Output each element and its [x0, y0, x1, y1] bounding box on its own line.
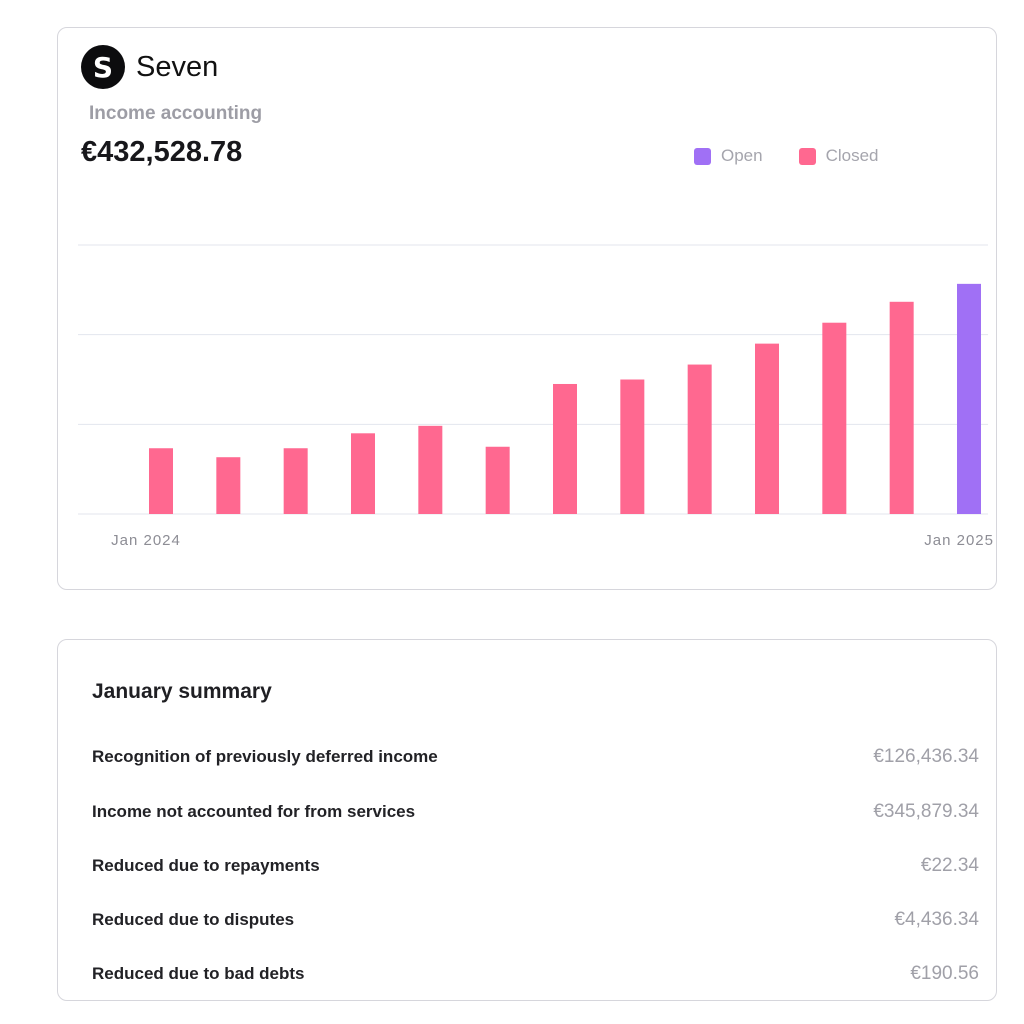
income-bar-chart: Jan 2024 Jan 2025 — [78, 244, 994, 549]
legend-item-closed[interactable]: Closed — [798, 146, 879, 166]
summary-row-value: €126,436.34 — [873, 746, 979, 767]
brand-name: Seven — [136, 50, 219, 83]
summary-row-label: Recognition of previously deferred incom… — [92, 747, 438, 766]
legend-label-open: Open — [721, 146, 763, 165]
summary-row-label: Reduced due to disputes — [92, 910, 295, 929]
legend-swatch-open — [694, 147, 711, 165]
summary-row: Income not accounted for from services €… — [92, 801, 979, 823]
summary-row: Reduced due to bad debts €190.56 — [92, 963, 979, 985]
bar-closed-6[interactable] — [553, 383, 577, 514]
x-tick-label: Jan 2024 — [111, 532, 181, 549]
summary-row: Recognition of previously deferred incom… — [92, 746, 979, 768]
bar-closed-5[interactable] — [485, 446, 510, 514]
bar-open-12[interactable] — [957, 283, 981, 514]
x-tick-label: Jan 2025 — [924, 532, 994, 549]
income-chart-card: S Seven Income accounting €432,528.78 Op… — [57, 27, 997, 590]
summary-row: Reduced due to repayments €22.34 — [92, 855, 979, 877]
brand: S Seven — [81, 45, 218, 89]
bar-closed-11[interactable] — [889, 301, 914, 514]
summary-row-value: €345,879.34 — [873, 801, 979, 822]
bar-closed-2[interactable] — [283, 448, 308, 514]
summary-title: January summary — [92, 680, 272, 703]
january-summary-card: January summary Recognition of previousl… — [57, 639, 997, 1001]
legend-item-open[interactable]: Open — [694, 146, 763, 166]
income-total: €432,528.78 — [81, 136, 243, 168]
summary-row-value: €22.34 — [920, 855, 979, 876]
seven-logo-icon: S — [81, 45, 125, 89]
bar-closed-0[interactable] — [149, 448, 173, 514]
bar-closed-3[interactable] — [351, 433, 375, 514]
bar-closed-9[interactable] — [755, 343, 779, 514]
summary-row-value: €190.56 — [910, 963, 979, 984]
chart-subtitle: Income accounting — [89, 103, 263, 124]
bar-closed-8[interactable] — [687, 364, 712, 514]
legend-label-closed: Closed — [825, 146, 879, 165]
summary-row-label: Reduced due to repayments — [92, 856, 320, 875]
summary-row-label: Reduced due to bad debts — [92, 964, 305, 983]
bar-closed-1[interactable] — [216, 457, 241, 514]
summary-row-label: Income not accounted for from services — [92, 802, 416, 821]
bar-closed-10[interactable] — [822, 322, 847, 514]
bar-closed-4[interactable] — [418, 425, 443, 514]
bar-closed-7[interactable] — [620, 379, 645, 515]
chart-legend: Open Closed — [694, 146, 915, 166]
legend-swatch-closed — [798, 147, 816, 165]
summary-row-value: €4,436.34 — [894, 909, 979, 930]
summary-row: Reduced due to disputes €4,436.34 — [92, 909, 979, 931]
